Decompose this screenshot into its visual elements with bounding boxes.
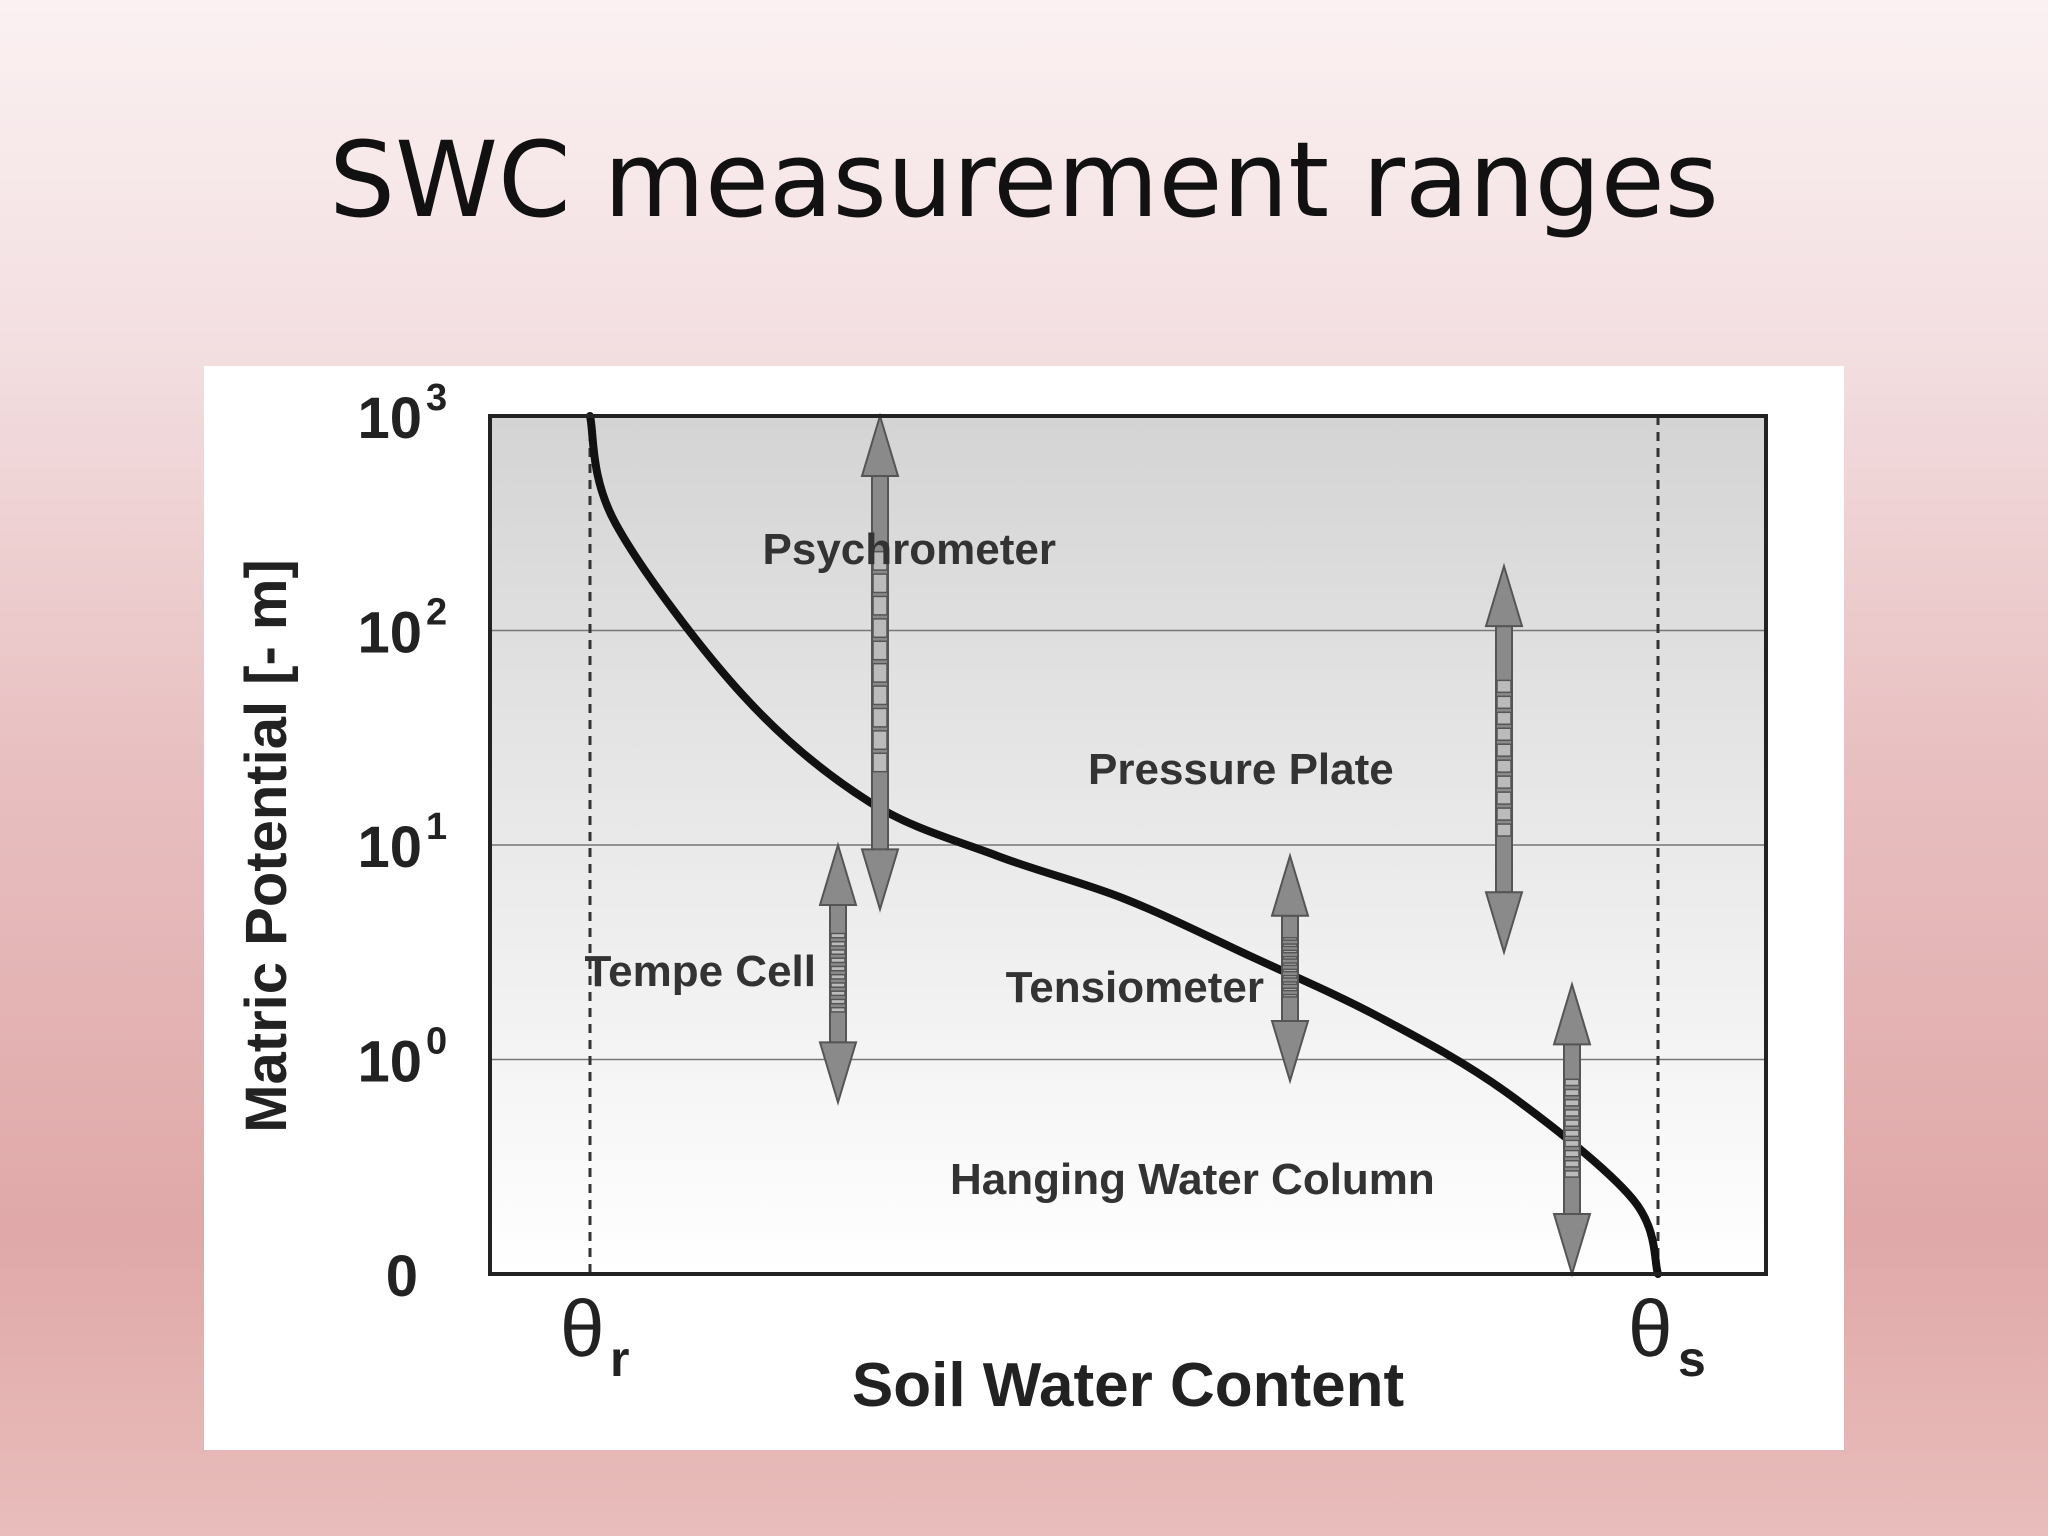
- range-label: Tensiometer: [1006, 963, 1264, 1012]
- x-tick-subscript: s: [1678, 1331, 1706, 1387]
- slide-title: SWC measurement ranges: [329, 119, 1719, 241]
- x-tick-theta: θ: [1628, 1284, 1673, 1373]
- y-axis-label: Matric Potential [- m]: [234, 559, 299, 1133]
- range-arrow: [860, 412, 900, 913]
- range-arrow: [818, 841, 858, 1106]
- plot-frame: [488, 414, 1768, 1276]
- range-label: Tempe Cell: [585, 947, 816, 996]
- y-tick-label: 10: [357, 1030, 422, 1095]
- y-tick-exponent: 3: [426, 377, 447, 419]
- grid-lines: [490, 629, 1766, 1061]
- y-tick-exponent: 1: [426, 806, 447, 848]
- range-label: Hanging Water Column: [950, 1155, 1435, 1204]
- range-arrow: [1484, 562, 1524, 956]
- range-label: Psychrometer: [763, 525, 1056, 574]
- x-axis-label: Soil Water Content: [852, 1351, 1404, 1420]
- range-label: Pressure Plate: [1088, 745, 1394, 794]
- measurement-range-arrows: [818, 412, 1592, 1278]
- y-tick-label: 10: [357, 815, 422, 880]
- retention-curve-line: [586, 412, 1662, 1278]
- y-tick-label: 10: [357, 601, 422, 666]
- y-tick-exponent: 0: [426, 1021, 447, 1063]
- range-arrow: [1552, 980, 1592, 1278]
- range-labels: Psychrometer Pressure Plate Tempe Cell Tens…: [585, 525, 1435, 1204]
- retention-curve: [586, 412, 1662, 1278]
- y-tick-label: 0: [386, 1244, 418, 1309]
- x-tick-subscript: r: [610, 1331, 629, 1387]
- y-tick-label: 10: [357, 386, 422, 451]
- range-arrow: [1270, 852, 1310, 1085]
- y-tick-exponent: 2: [426, 592, 447, 634]
- x-tick-theta: θ: [560, 1284, 605, 1373]
